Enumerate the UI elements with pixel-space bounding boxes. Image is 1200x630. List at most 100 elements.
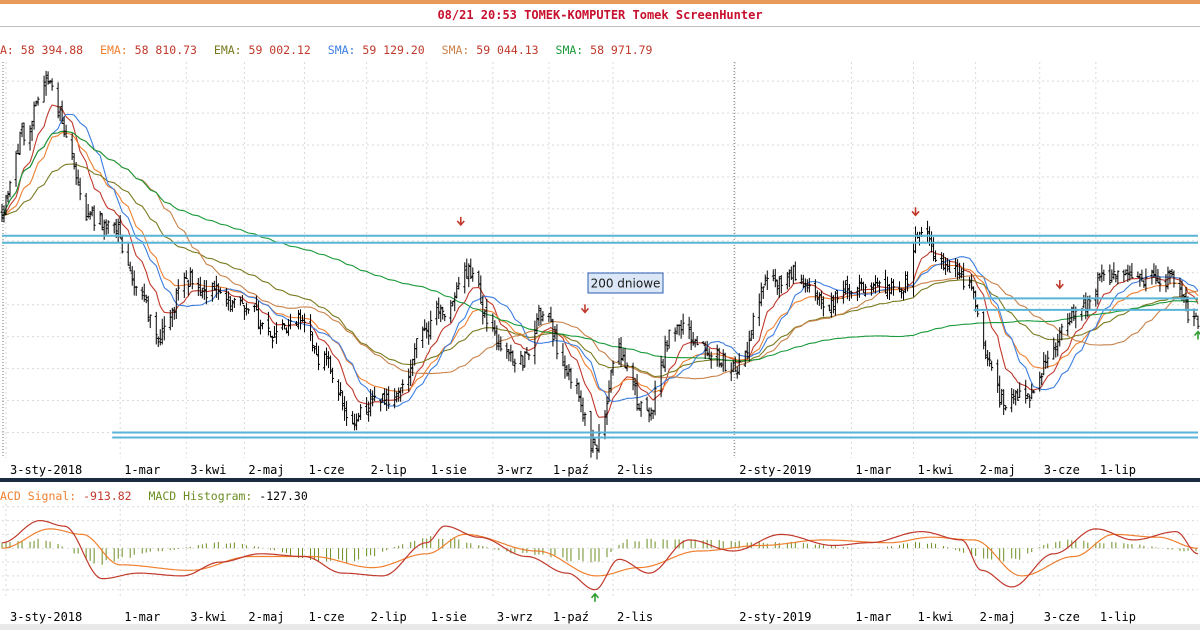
ohlc-bar <box>42 75 46 103</box>
ohlc-bar <box>982 311 986 350</box>
macd-x-tick-label: 3-cze <box>1044 610 1080 624</box>
ohlc-bar <box>635 374 639 411</box>
ohlc-bar <box>1026 393 1030 400</box>
ohlc-bar <box>743 350 747 367</box>
sma-200-line <box>1 130 1199 362</box>
ohlc-bar <box>956 259 960 280</box>
ohlc-bar <box>50 78 54 91</box>
moving-averages-legend: A: 58 394.88 EMA: 58 810.73 EMA: 59 002.… <box>0 42 1200 58</box>
ohlc-bar <box>649 407 653 421</box>
ohlc-bar <box>887 283 891 301</box>
ohlc-bar <box>238 296 242 306</box>
ohlc-bar <box>409 359 413 386</box>
ohlc-bar <box>523 351 527 368</box>
ohlc-bar <box>1042 352 1046 376</box>
ohlc-bar <box>958 262 962 279</box>
ohlc-bar <box>170 307 174 328</box>
macd-legend-item: MACD Histogram: -127.30 <box>149 489 308 503</box>
macd-legend-prefix: MACD Histogram: <box>148 489 260 503</box>
ohlc-bar <box>541 311 545 322</box>
arrow-head <box>590 592 600 599</box>
price-bars <box>0 70 1200 460</box>
ohlc-bar <box>777 276 781 298</box>
ohlc-bar <box>495 325 499 351</box>
ohlc-bar <box>483 309 487 318</box>
ohlc-bar <box>48 80 52 84</box>
ohlc-bar <box>288 313 292 330</box>
ohlc-bar <box>2 205 6 223</box>
ma-legend-item: SMA: 59 044.13 <box>442 43 539 57</box>
ohlc-bar <box>1108 264 1112 286</box>
ohlc-bar <box>36 96 40 106</box>
macd-line <box>1 519 1199 591</box>
macd-x-tick-label: 2-lis <box>617 610 653 624</box>
ohlc-bar <box>841 280 845 304</box>
ohlc-bar <box>224 287 228 307</box>
annotation-box <box>587 272 664 294</box>
ohlc-bar <box>675 324 679 335</box>
ma-legend-item: A: 58 394.88 <box>0 43 83 57</box>
ohlc-bar <box>747 330 751 362</box>
macd-panel <box>1 519 1199 602</box>
ohlc-bar <box>926 220 930 243</box>
ohlc-bar <box>1016 388 1020 401</box>
ohlc-bar <box>1012 389 1016 404</box>
ohlc-bar <box>158 329 162 346</box>
ohlc-bar <box>423 319 427 332</box>
price-x-tick-label: 3-kwi <box>190 463 226 477</box>
ohlc-bar <box>144 294 148 304</box>
ohlc-bar <box>1142 280 1146 288</box>
ohlc-bar <box>196 277 200 296</box>
macd-x-tick-label: 2-sty-2019 <box>739 610 811 624</box>
ohlc-bar <box>663 335 667 372</box>
ohlc-bar <box>940 252 944 269</box>
ohlc-bar <box>260 322 264 330</box>
ohlc-bar <box>661 358 665 368</box>
price-x-tick-label: 1-lip <box>1100 463 1136 477</box>
ohlc-bar <box>4 194 8 216</box>
window-title-bar: 08/21 20:53 TOMEK-KOMPUTER Tomek ScreenH… <box>0 4 1200 27</box>
ohlc-bar <box>437 297 441 319</box>
ohlc-bar <box>779 275 783 294</box>
ohlc-bar <box>1028 394 1032 408</box>
ohlc-bar <box>112 222 116 234</box>
ma-legend-item: EMA: 58 810.73 <box>100 43 197 57</box>
ohlc-bar <box>705 340 709 357</box>
ohlc-bar <box>401 379 405 394</box>
ohlc-bar <box>593 438 597 446</box>
ohlc-bar <box>146 295 150 323</box>
ohlc-bar <box>22 122 26 146</box>
ohlc-bar <box>415 338 419 359</box>
ohlc-bar <box>0 204 4 222</box>
ohlc-bar <box>821 296 825 317</box>
ohlc-bar <box>855 286 859 302</box>
ohlc-bar <box>677 324 681 336</box>
ohlc-bar <box>539 307 543 326</box>
ohlc-bar <box>831 295 835 314</box>
ohlc-bar <box>889 277 893 295</box>
ohlc-bar <box>341 390 345 411</box>
ohlc-bar <box>465 258 469 279</box>
ohlc-bar <box>345 400 349 426</box>
ohlc-bar <box>827 304 831 312</box>
ohlc-bar <box>8 180 12 198</box>
ohlc-bar <box>455 282 459 299</box>
ohlc-bar <box>667 329 671 349</box>
ohlc-bar <box>395 391 399 403</box>
ohlc-bar <box>296 309 300 330</box>
ohlc-bar <box>282 323 286 330</box>
ohlc-bar <box>1194 312 1198 318</box>
ohlc-bar <box>298 309 302 330</box>
arrow-head <box>456 220 465 227</box>
ohlc-bar <box>1136 271 1140 278</box>
ohlc-bar <box>1024 379 1028 404</box>
ohlc-bar <box>156 336 160 348</box>
ohlc-bar <box>900 288 904 299</box>
ohlc-bar <box>689 320 693 351</box>
ohlc-bar <box>970 274 974 291</box>
ohlc-bar <box>1122 269 1126 282</box>
ohlc-bar <box>427 321 431 345</box>
ohlc-bar <box>1156 269 1160 283</box>
ohlc-bar <box>645 396 649 411</box>
ohlc-bar <box>355 413 359 431</box>
